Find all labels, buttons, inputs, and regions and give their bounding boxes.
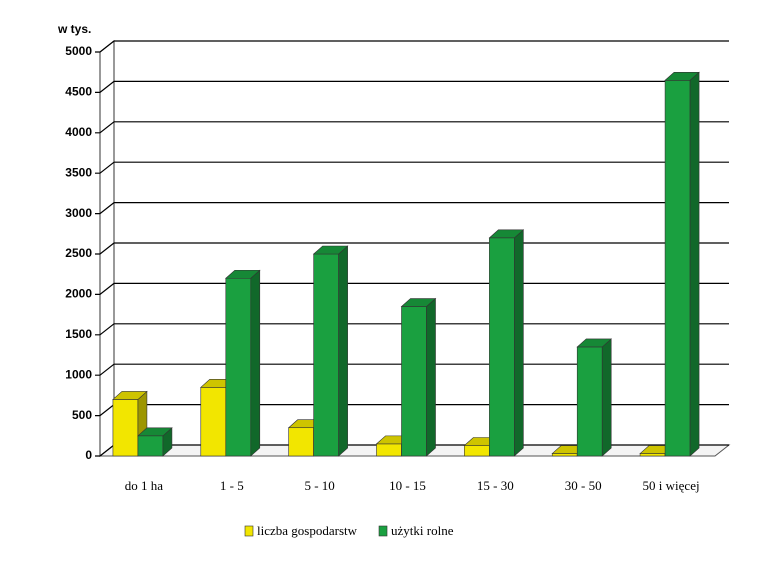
grid-line: [95, 40, 729, 53]
bar: [137, 427, 173, 457]
x-tick-label: 15 - 30: [477, 478, 514, 493]
bar: [576, 338, 613, 457]
y-tick-label: 4000: [65, 125, 92, 139]
grid-line: [95, 121, 729, 134]
x-tick-label: 5 - 10: [304, 478, 334, 493]
bar-front: [376, 443, 402, 457]
x-tick-label: 50 i więcej: [643, 478, 700, 493]
bar-front: [664, 79, 691, 457]
x-tick-label: 1 - 5: [220, 478, 244, 493]
bar-front: [464, 445, 490, 457]
bar-side: [426, 297, 436, 457]
bar-front: [489, 237, 515, 457]
bar-front: [401, 306, 427, 457]
bar: [400, 297, 437, 457]
bar-top: [137, 427, 173, 437]
bar-top: [576, 338, 613, 348]
x-tick-label: 10 - 15: [389, 478, 426, 493]
bar-side: [689, 71, 700, 457]
bar-front: [112, 399, 139, 457]
bar-side: [601, 338, 612, 457]
y-tick-label: 1000: [65, 367, 92, 381]
bar-top: [312, 245, 349, 255]
bar-front: [200, 387, 227, 457]
y-tick-label: 4500: [65, 85, 92, 99]
y-tick-label: 3000: [65, 206, 92, 220]
bar-side: [250, 269, 261, 457]
bar-front: [137, 435, 164, 457]
grid-line: [95, 242, 729, 255]
legend-label: użytki rolne: [391, 523, 454, 538]
bar: [224, 269, 261, 457]
bar-top: [112, 391, 148, 400]
bar-front: [639, 453, 666, 457]
bar-side: [514, 229, 524, 457]
bar-top: [488, 229, 525, 239]
x-tick-label: do 1 ha: [125, 478, 164, 493]
bar: [664, 71, 700, 457]
y-axis-label: w tys.: [57, 22, 91, 36]
legend-swatch: [244, 525, 254, 537]
legend-swatch: [378, 525, 388, 537]
bar-front: [576, 346, 603, 457]
y-tick-label: 3500: [65, 165, 92, 179]
bar-front: [225, 277, 252, 457]
y-tick-label: 2000: [65, 287, 92, 301]
grid-line: [95, 80, 729, 94]
bar-front: [288, 427, 314, 457]
y-tick-label: 2500: [65, 246, 92, 260]
x-tick-label: 30 - 50: [565, 478, 602, 493]
grid-line: [95, 161, 729, 174]
bar: [312, 245, 349, 457]
bar-side: [338, 245, 348, 457]
grid-line: [95, 282, 729, 295]
bar-top: [400, 298, 437, 307]
y-tick-label: 1500: [65, 327, 92, 341]
y-tick-label: 5000: [65, 44, 92, 58]
bar: [488, 229, 525, 457]
bar-top: [664, 71, 700, 81]
y-tick-label: 500: [72, 408, 92, 422]
bar-front: [551, 453, 578, 457]
y-tick-label: 0: [85, 448, 92, 462]
bar-front: [313, 253, 339, 457]
bar-top: [224, 269, 261, 279]
grid-line: [95, 202, 729, 215]
legend-label: liczba gospodarstw: [257, 523, 358, 538]
